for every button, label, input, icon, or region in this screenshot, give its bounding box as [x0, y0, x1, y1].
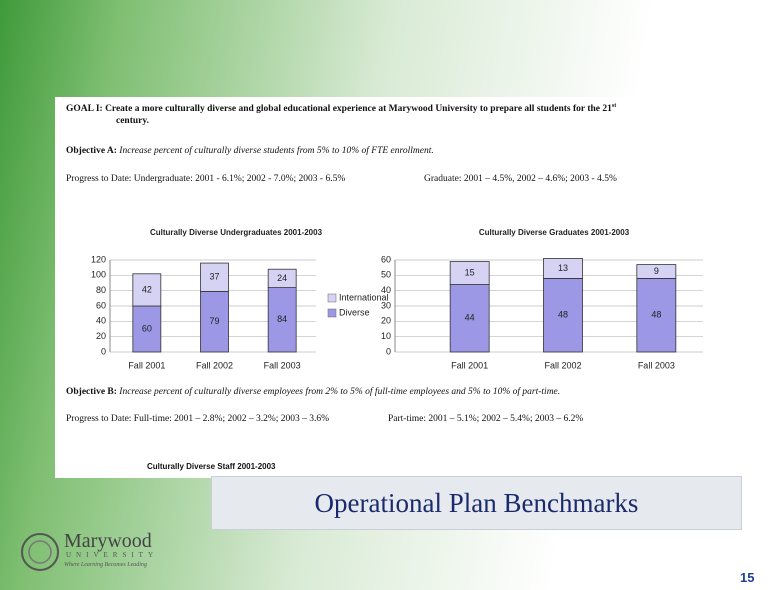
- y-tick-label: 10: [381, 331, 391, 341]
- y-tick-label: 60: [381, 254, 391, 264]
- page-number: 15: [740, 570, 755, 585]
- data-label: 44: [465, 313, 475, 323]
- banner: Operational Plan Benchmarks: [211, 476, 742, 530]
- progress: Progress to Date: Undergraduate: 2001 - …: [66, 174, 346, 184]
- data-label: 9: [654, 266, 659, 276]
- bar-segment: [449, 284, 490, 353]
- objective-b: Objective B: Increase percent of cultura…: [66, 387, 560, 397]
- logo-seal: [21, 533, 59, 571]
- y-tick-label: 20: [96, 331, 106, 341]
- bar-segment: [200, 291, 229, 353]
- progress: Graduate: 2001 – 4.5%, 2002 – 4.6%; 2003…: [424, 174, 617, 184]
- data-label: 84: [277, 314, 287, 324]
- x-tick-label: Fall 2001: [451, 360, 488, 370]
- chart-title: Culturally Diverse Staff 2001-2003: [147, 462, 276, 471]
- bar-segment: [449, 261, 490, 285]
- data-label: 15: [465, 267, 475, 277]
- y-tick-label: 40: [381, 285, 391, 295]
- objective-label: Objective A:: [66, 146, 117, 156]
- goal-label: GOAL I:: [66, 104, 103, 115]
- x-tick-label: Fall 2002: [544, 360, 581, 370]
- content-panel: [55, 97, 727, 478]
- data-label: 48: [651, 310, 661, 320]
- logo-subtitle: UNIVERSITY: [66, 551, 158, 559]
- data-label: 60: [142, 323, 152, 333]
- legend-swatch: [327, 308, 337, 318]
- y-tick-label: 0: [386, 346, 391, 356]
- legend-label: Diverse: [339, 307, 370, 317]
- chart-title: Culturally Diverse Graduates 2001-2003: [479, 228, 630, 237]
- legend-label: International: [339, 292, 389, 302]
- data-label: 13: [558, 263, 568, 273]
- data-label: 42: [142, 284, 152, 294]
- logo-tagline: Where Learning Becomes Leading: [64, 562, 147, 568]
- y-tick-label: 40: [96, 316, 106, 326]
- goal-text-end: century.: [116, 116, 149, 126]
- bar-segment: [200, 262, 229, 292]
- x-tick-label: Fall 2003: [638, 360, 675, 370]
- goal-text: Create a more culturally diverse and glo…: [105, 104, 612, 115]
- data-label: 37: [209, 272, 219, 282]
- data-label: 24: [277, 273, 287, 283]
- progress: Part-time: 2001 – 5.1%; 2002 – 5.4%; 200…: [388, 414, 584, 424]
- bar-segment: [543, 277, 583, 353]
- bar-segment: [636, 277, 677, 353]
- y-tick-label: 30: [381, 300, 391, 310]
- data-label: 79: [209, 316, 219, 326]
- y-tick-label: 0: [101, 346, 106, 356]
- goal-superscript: st: [611, 103, 617, 109]
- bar-segment: [543, 258, 583, 279]
- objective-text: Increase percent of culturally diverse s…: [119, 146, 434, 156]
- goal: GOAL I: Create a more culturally diverse…: [66, 103, 616, 114]
- bar-segment: [636, 264, 677, 279]
- data-label: 48: [558, 310, 568, 320]
- y-tick-label: 100: [91, 270, 106, 280]
- chart-title: Culturally Diverse Undergraduates 2001-2…: [150, 228, 323, 237]
- bar-segment: [132, 273, 162, 307]
- objective-label: Objective B:: [66, 387, 117, 397]
- y-tick-label: 120: [91, 254, 106, 264]
- bar-segment: [132, 305, 162, 353]
- x-tick-label: Fall 2001: [128, 360, 165, 370]
- y-tick-label: 20: [381, 316, 391, 326]
- objective-a: Objective A: Increase percent of cultura…: [66, 146, 434, 156]
- y-tick-label: 60: [96, 300, 106, 310]
- bar-segment: [267, 287, 297, 353]
- x-tick-label: Fall 2003: [264, 360, 301, 370]
- bar-segment: [267, 268, 297, 289]
- logo-name: Marywood: [64, 530, 152, 552]
- progress: Progress to Date: Full-time: 2001 – 2.8%…: [66, 414, 330, 424]
- objective-text: Increase percent of culturally diverse e…: [119, 387, 561, 397]
- legend-swatch: [327, 293, 337, 303]
- x-tick-label: Fall 2002: [196, 360, 233, 370]
- y-tick-label: 50: [381, 270, 391, 280]
- y-tick-label: 80: [96, 285, 106, 295]
